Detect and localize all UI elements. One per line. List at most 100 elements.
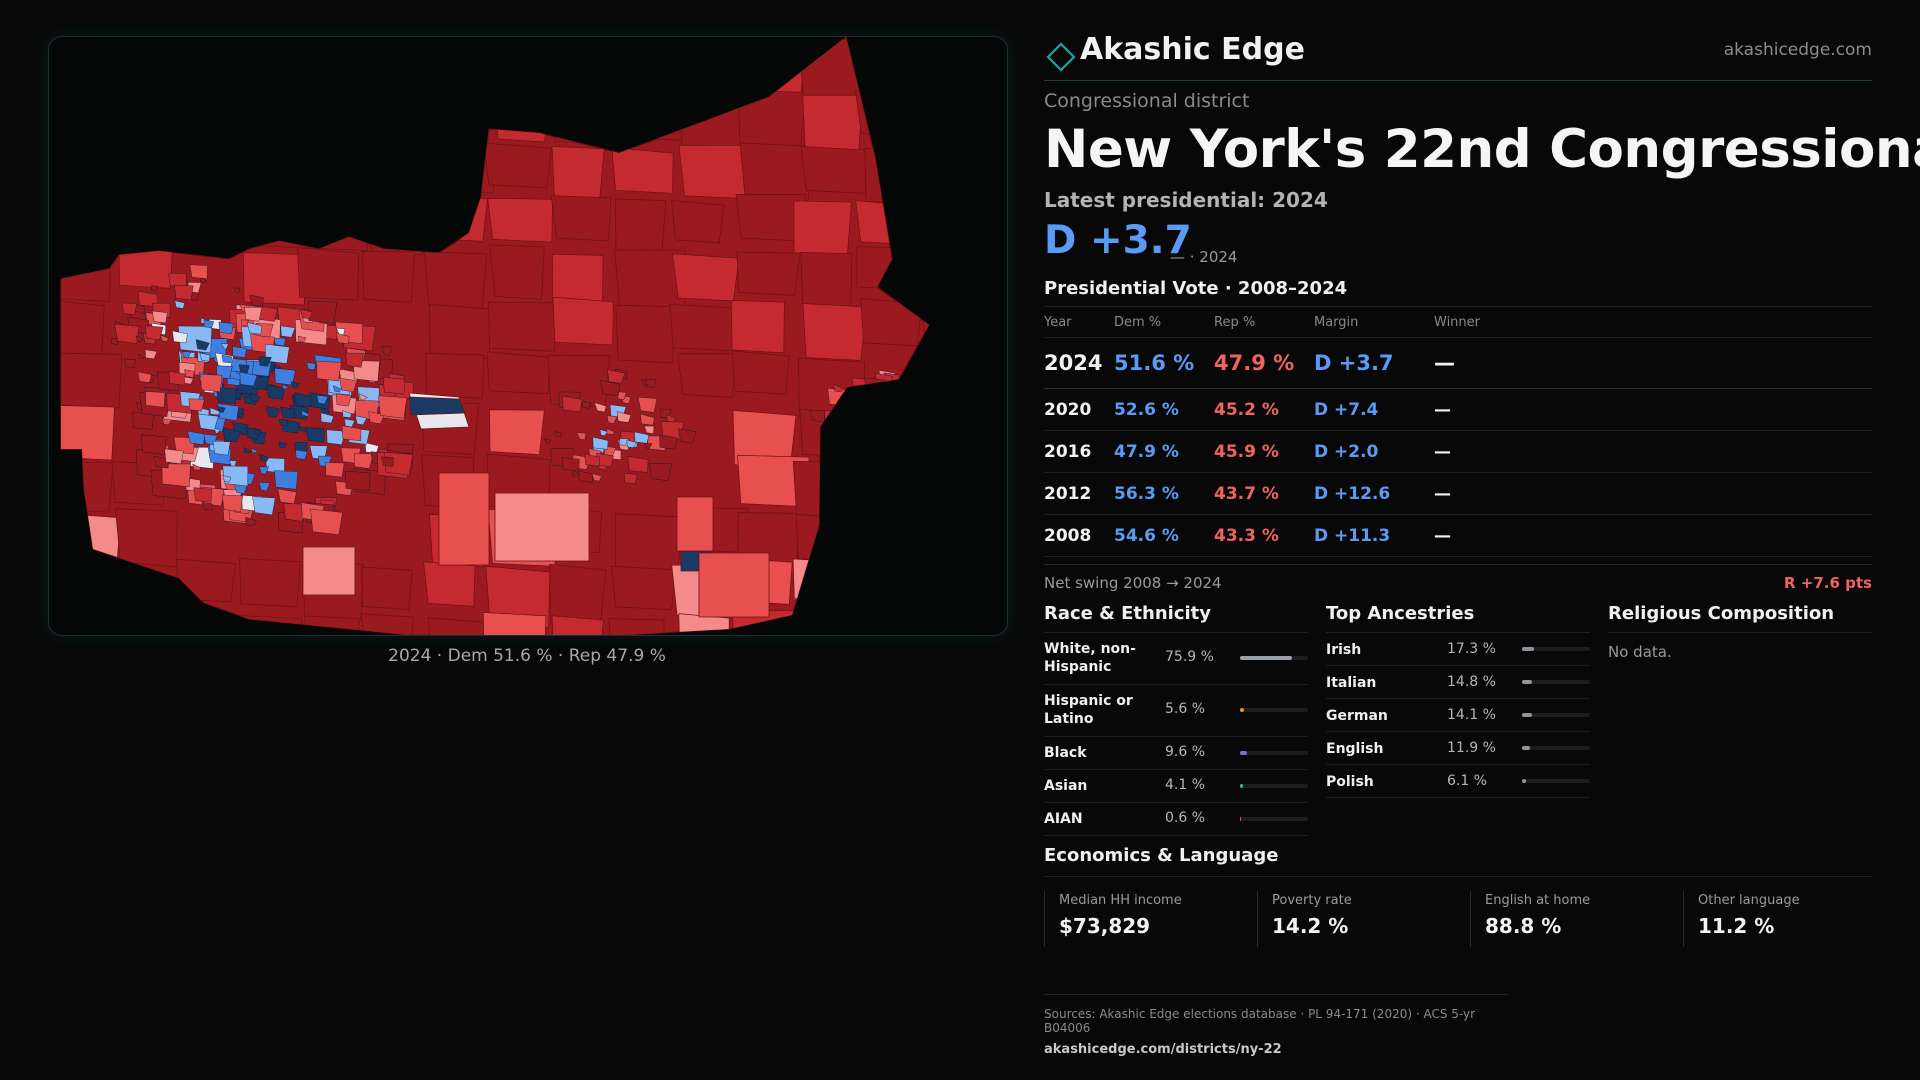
precinct[interactable] <box>985 358 1007 412</box>
precinct[interactable] <box>427 617 487 635</box>
precinct[interactable] <box>577 470 593 483</box>
precinct[interactable] <box>961 424 988 445</box>
precinct[interactable] <box>302 546 356 596</box>
precinct[interactable] <box>342 410 352 418</box>
precinct[interactable] <box>923 423 931 430</box>
precinct[interactable] <box>240 615 303 635</box>
brand-url-link[interactable]: akashicedge.com <box>1723 40 1872 60</box>
precinct[interactable] <box>353 453 374 469</box>
precinct[interactable] <box>249 294 264 307</box>
precinct[interactable] <box>483 142 552 189</box>
precinct[interactable] <box>584 453 600 467</box>
precinct[interactable] <box>572 470 581 477</box>
precinct[interactable] <box>903 423 919 436</box>
precinct[interactable] <box>615 513 684 572</box>
precinct[interactable] <box>56 142 119 195</box>
precinct[interactable] <box>735 39 806 97</box>
precinct[interactable] <box>624 473 638 484</box>
precinct[interactable] <box>802 303 867 361</box>
precinct[interactable] <box>860 447 879 462</box>
precinct[interactable] <box>301 410 310 417</box>
precinct[interactable] <box>427 143 496 194</box>
precinct[interactable] <box>240 319 250 327</box>
precinct[interactable] <box>298 335 307 343</box>
precinct[interactable] <box>150 285 159 292</box>
precinct[interactable] <box>899 383 911 393</box>
precinct[interactable] <box>599 429 609 436</box>
precinct[interactable] <box>581 400 592 409</box>
precinct[interactable] <box>921 300 980 356</box>
precinct[interactable] <box>308 300 338 324</box>
precinct[interactable] <box>238 364 250 374</box>
precinct[interactable] <box>306 362 317 371</box>
precinct[interactable] <box>800 146 871 194</box>
precinct[interactable] <box>137 353 145 360</box>
precinct[interactable] <box>923 197 988 246</box>
precinct[interactable] <box>824 410 844 426</box>
precinct[interactable] <box>935 421 951 434</box>
precinct[interactable] <box>554 431 562 438</box>
precinct[interactable] <box>174 284 194 301</box>
precinct[interactable] <box>54 42 107 90</box>
precinct[interactable] <box>243 46 303 108</box>
precinct[interactable] <box>942 427 956 438</box>
precinct[interactable] <box>359 393 368 401</box>
precinct[interactable] <box>926 617 988 635</box>
precinct[interactable] <box>217 406 226 413</box>
precinct[interactable] <box>253 428 263 435</box>
precinct[interactable] <box>246 322 263 335</box>
precinct[interactable] <box>233 287 241 294</box>
precinct[interactable] <box>200 374 223 393</box>
precinct[interactable] <box>55 92 112 152</box>
precinct[interactable] <box>316 395 329 405</box>
precinct[interactable] <box>863 616 916 635</box>
precinct[interactable] <box>145 391 166 408</box>
precinct[interactable] <box>956 413 973 427</box>
precinct[interactable] <box>611 38 665 100</box>
precinct[interactable] <box>986 149 1007 196</box>
precinct[interactable] <box>115 615 184 635</box>
precinct[interactable] <box>864 377 887 396</box>
precinct[interactable] <box>250 393 261 402</box>
precinct[interactable] <box>611 147 674 194</box>
precinct[interactable] <box>355 415 367 426</box>
precinct[interactable] <box>266 385 285 400</box>
precinct[interactable] <box>619 438 629 446</box>
precinct[interactable] <box>927 467 941 480</box>
precinct[interactable] <box>615 304 675 364</box>
precinct[interactable] <box>259 453 270 462</box>
precinct[interactable] <box>955 454 979 473</box>
precinct[interactable] <box>909 391 918 399</box>
precinct[interactable] <box>188 398 205 412</box>
precinct[interactable] <box>176 558 237 603</box>
precinct[interactable] <box>492 98 549 143</box>
precinct[interactable] <box>611 97 684 141</box>
precinct[interactable] <box>860 479 870 487</box>
precinct[interactable] <box>195 339 210 351</box>
precinct[interactable] <box>121 302 138 316</box>
precinct[interactable] <box>201 501 213 511</box>
precinct[interactable] <box>672 253 740 302</box>
precinct[interactable] <box>600 380 621 396</box>
precinct[interactable] <box>258 482 271 492</box>
precinct[interactable] <box>203 319 215 328</box>
precinct[interactable] <box>380 456 394 467</box>
precinct[interactable] <box>494 492 590 562</box>
precinct[interactable] <box>546 39 611 97</box>
precinct[interactable] <box>316 360 342 382</box>
precinct[interactable] <box>172 330 188 344</box>
precinct[interactable] <box>676 496 714 552</box>
precinct[interactable] <box>985 508 1007 560</box>
precinct[interactable] <box>438 472 490 566</box>
precinct[interactable] <box>50 197 122 244</box>
precinct[interactable] <box>551 615 604 635</box>
precinct[interactable] <box>910 386 932 404</box>
precinct[interactable] <box>873 416 883 424</box>
precinct[interactable] <box>795 612 853 635</box>
precinct[interactable] <box>383 376 406 395</box>
precinct[interactable] <box>298 425 307 432</box>
precinct[interactable] <box>189 264 208 280</box>
precinct[interactable] <box>425 96 490 155</box>
precinct[interactable] <box>280 325 296 338</box>
precinct[interactable] <box>363 94 415 153</box>
